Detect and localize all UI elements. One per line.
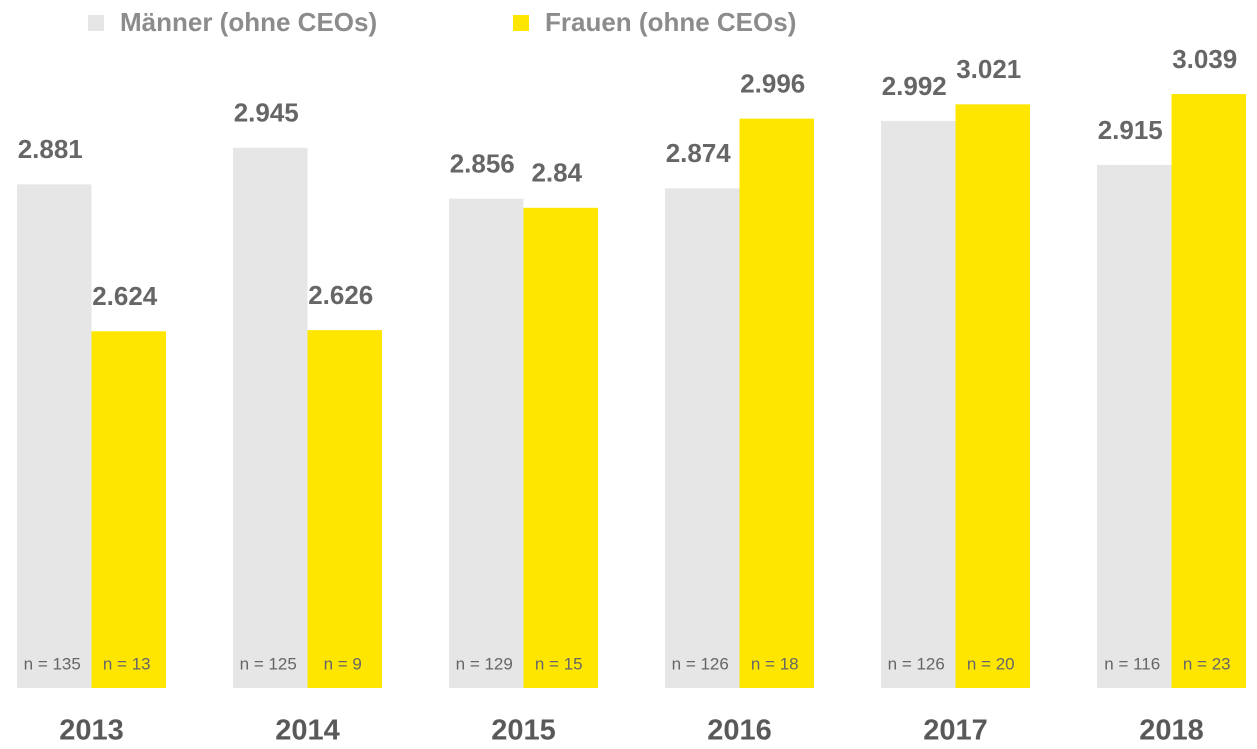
value-label: 2.626: [308, 280, 373, 310]
value-label: 3.039: [1172, 44, 1237, 74]
sample-size: n = 9: [324, 654, 362, 673]
bar: [523, 207, 598, 689]
bar: [91, 331, 166, 688]
value-label: 2.881: [18, 134, 83, 164]
sample-size: n = 116: [1104, 654, 1160, 673]
x-tick-label: 2015: [491, 715, 556, 747]
sample-size: n = 125: [240, 654, 297, 673]
x-tick-label: 2013: [59, 715, 124, 747]
bar: [739, 118, 814, 689]
value-label: 2.915: [1098, 115, 1163, 145]
sample-size: n = 135: [24, 654, 81, 673]
bar: [881, 120, 956, 688]
value-label: 2.874: [666, 138, 732, 168]
bar: [233, 147, 308, 688]
sample-size: n = 129: [456, 654, 513, 673]
bar: [955, 104, 1030, 689]
bar: [449, 198, 524, 689]
value-label: 2.84: [531, 158, 582, 188]
value-label: 2.996: [740, 68, 805, 98]
bar: [665, 188, 740, 688]
legend-label: Frauen (ohne CEOs): [545, 7, 796, 37]
bar: [307, 330, 382, 688]
x-tick-label: 2017: [923, 715, 988, 747]
value-label: 2.992: [882, 71, 947, 101]
sample-size: n = 13: [103, 654, 151, 673]
sample-size: n = 126: [888, 654, 945, 673]
x-tick-label: 2018: [1139, 715, 1204, 747]
value-label: 2.945: [234, 98, 299, 128]
sample-size: n = 18: [751, 654, 799, 673]
value-label: 3.021: [956, 54, 1021, 84]
sample-size: n = 20: [967, 654, 1015, 673]
x-tick-label: 2016: [707, 715, 772, 747]
sample-size: n = 126: [672, 654, 729, 673]
x-tick-label: 2014: [275, 715, 340, 747]
bar: [1171, 94, 1246, 688]
sample-size: n = 15: [535, 654, 583, 673]
sample-size: n = 23: [1183, 654, 1231, 673]
legend-label: Männer (ohne CEOs): [120, 7, 377, 37]
legend-swatch: [513, 15, 529, 31]
value-label: 2.856: [450, 149, 515, 179]
bar: [1097, 164, 1172, 689]
legend-swatch: [88, 15, 104, 31]
bar: [17, 184, 92, 688]
value-label: 2.624: [92, 281, 158, 311]
